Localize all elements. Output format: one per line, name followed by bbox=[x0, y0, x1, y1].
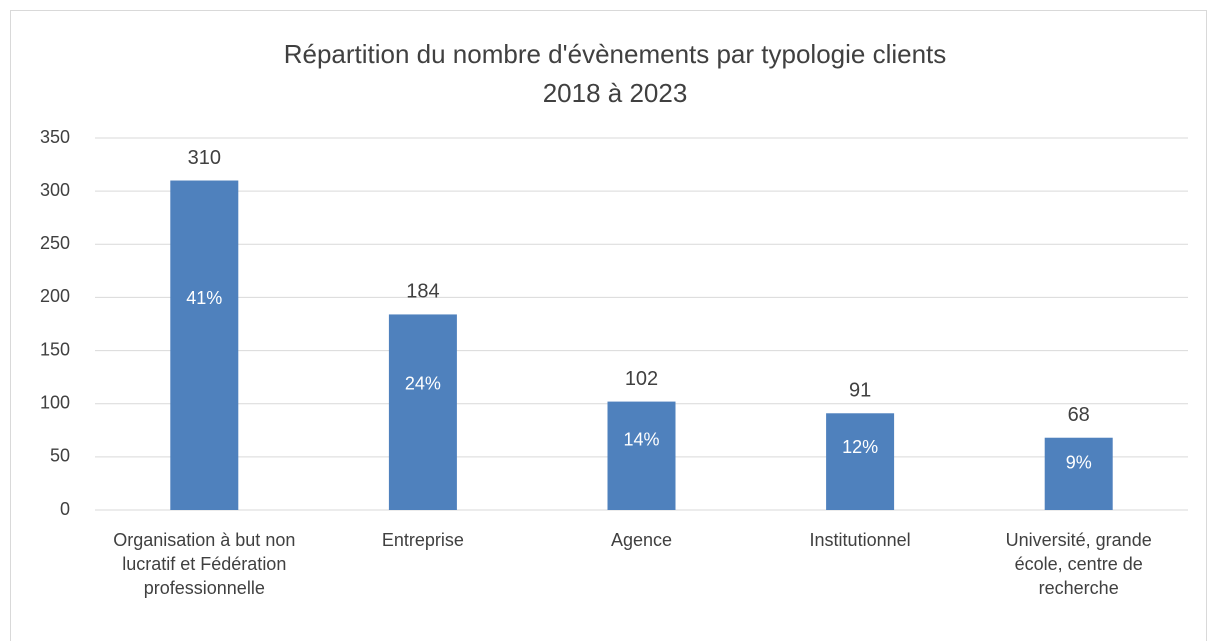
y-tick-label: 150 bbox=[40, 339, 70, 359]
x-tick-label: Agence bbox=[610, 530, 673, 550]
share-label: 12% bbox=[842, 437, 878, 457]
y-tick-label: 50 bbox=[50, 446, 70, 466]
y-tick-label: 100 bbox=[40, 392, 70, 412]
chart-title: Répartition du nombre d'évènements par t… bbox=[284, 39, 947, 69]
chart-border bbox=[10, 10, 1207, 641]
y-tick-label: 250 bbox=[40, 233, 70, 253]
bar bbox=[607, 401, 676, 510]
share-label: 14% bbox=[623, 429, 659, 449]
data-label: 91 bbox=[849, 380, 871, 402]
bar bbox=[170, 180, 239, 510]
y-tick-label: 300 bbox=[40, 180, 70, 200]
chart-subtitle: 2018 à 2023 bbox=[543, 78, 688, 108]
share-label: 24% bbox=[405, 374, 441, 394]
bar bbox=[826, 413, 895, 510]
bar bbox=[388, 314, 457, 510]
bar bbox=[1044, 437, 1113, 510]
data-label: 68 bbox=[1068, 404, 1090, 426]
share-label: 9% bbox=[1066, 452, 1092, 472]
y-tick-label: 0 bbox=[60, 499, 70, 519]
data-label: 310 bbox=[188, 147, 221, 169]
x-tick-label: Entreprise bbox=[381, 530, 464, 550]
y-tick-label: 200 bbox=[40, 286, 70, 306]
x-tick-label: Institutionnel bbox=[809, 530, 911, 550]
x-tick-label: Université, grande école, centre de rech… bbox=[1005, 530, 1152, 598]
data-label: 184 bbox=[406, 281, 439, 303]
share-label: 41% bbox=[186, 288, 222, 308]
x-tick-label: Organisation à but non lucratif et Fédér… bbox=[113, 530, 296, 598]
y-tick-label: 350 bbox=[40, 127, 70, 147]
data-label: 102 bbox=[625, 368, 658, 390]
